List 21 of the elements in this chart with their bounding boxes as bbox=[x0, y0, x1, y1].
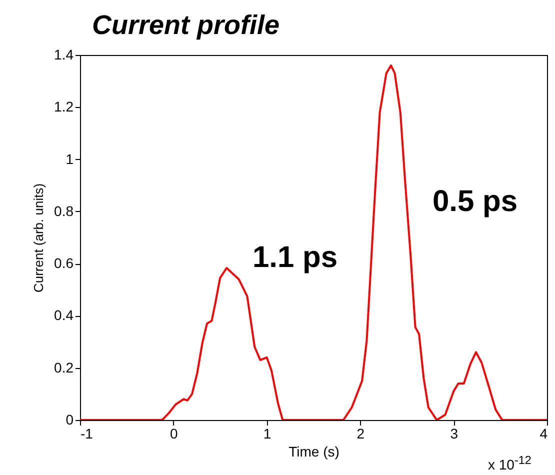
x-tick-label: 0 bbox=[170, 426, 178, 442]
y-tick-label: 0 bbox=[66, 412, 74, 428]
y-tick-label: 0.2 bbox=[54, 359, 74, 376]
y-tick-label: 1.4 bbox=[54, 46, 74, 62]
y-tick-label: 1.2 bbox=[54, 98, 74, 115]
y-tick-label: 0.4 bbox=[54, 307, 74, 324]
y-tick-label: 1 bbox=[66, 150, 74, 167]
x-tick-label: 4 bbox=[540, 426, 548, 442]
x-tick-label: 2 bbox=[356, 426, 365, 442]
y-tick-label: 0.8 bbox=[54, 202, 74, 219]
y-tick-label: 0.6 bbox=[54, 255, 74, 272]
x-tick-label: -1 bbox=[80, 426, 94, 442]
annotation: 1.1 ps bbox=[252, 241, 338, 274]
annotation: 0.5 ps bbox=[432, 185, 518, 218]
x-tick-label: 3 bbox=[450, 426, 458, 442]
chart-title: Current profile bbox=[92, 10, 280, 40]
line-series bbox=[80, 64, 547, 420]
y-axis-title: Current (arb. units) bbox=[31, 183, 46, 293]
x-axis-title: Time (s) bbox=[288, 444, 340, 460]
text: x 10$^{-12}$ bbox=[488, 454, 532, 473]
x-tick-label: 1 bbox=[263, 426, 272, 442]
